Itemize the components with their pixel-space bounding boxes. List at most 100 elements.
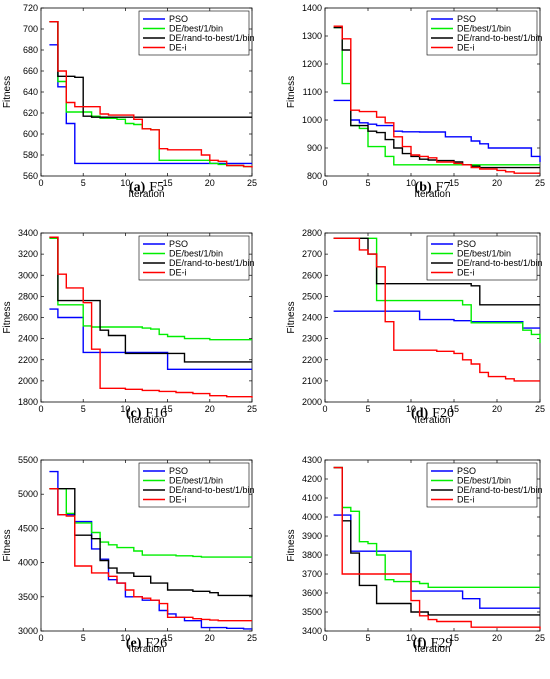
y-tick-label: 3500 — [18, 592, 38, 602]
y-tick-label: 700 — [23, 24, 38, 34]
legend-label: DE-i — [457, 43, 475, 53]
y-tick-label: 720 — [23, 3, 38, 13]
x-tick-label: 0 — [38, 178, 43, 188]
y-tick-label: 3600 — [302, 588, 322, 598]
caption-tag: (a) — [129, 180, 146, 195]
legend-label: PSO — [169, 239, 188, 249]
series-line-4 — [49, 236, 253, 398]
y-tick-label: 2600 — [18, 313, 38, 323]
series-line-3 — [49, 488, 253, 597]
series-line-4 — [49, 488, 252, 622]
y-axis-label: Fitness — [2, 301, 13, 333]
y-tick-label: 2200 — [18, 355, 38, 365]
x-axis-label: Iteration — [128, 189, 164, 200]
legend-label: DE-i — [457, 268, 475, 278]
legend-label: PSO — [457, 466, 476, 476]
x-tick-label: 20 — [492, 633, 502, 643]
series-line-1 — [333, 310, 540, 329]
legend-label: PSO — [457, 14, 476, 24]
x-tick-label: 15 — [163, 404, 173, 414]
series-line-4 — [333, 237, 540, 382]
y-axis-label: Fitness — [286, 76, 297, 108]
y-tick-label: 680 — [23, 45, 38, 55]
x-axis-label: Iteration — [128, 415, 164, 426]
x-tick-label: 0 — [38, 404, 43, 414]
legend: PSODE/best/1/binDE/rand-to-best/1/binDE-… — [138, 235, 255, 281]
x-tick-label: 20 — [205, 633, 215, 643]
caption-name: F29 — [431, 636, 453, 651]
x-tick-label: 20 — [492, 178, 502, 188]
y-tick-label: 2700 — [302, 249, 322, 259]
caption-name: F20 — [432, 406, 454, 421]
x-tick-label: 0 — [322, 404, 327, 414]
y-tick-label: 4200 — [302, 474, 322, 484]
panel-caption: (a) F5 — [129, 180, 164, 195]
legend: PSODE/best/1/binDE/rand-to-best/1/binDE-… — [426, 462, 543, 508]
y-tick-label: 2500 — [302, 291, 322, 301]
y-tick-label: 3200 — [18, 249, 38, 259]
series-line-2 — [333, 237, 541, 343]
series-line-2 — [333, 26, 540, 166]
y-tick-label: 3900 — [302, 531, 322, 541]
chart-panel-3: 0 5 10 15 20 25 1800 2000 2200 2400 2600 2800 3000 32… — [2, 228, 257, 426]
x-tick-label: 10 — [120, 633, 130, 643]
legend-label: DE/best/1/bin — [169, 24, 223, 34]
series-line-1 — [49, 308, 252, 370]
series-line-4 — [333, 25, 540, 174]
chart-panel-5: 0 5 10 15 20 25 3000 3500 4000 4500 5000 5500 Iterat… — [2, 455, 257, 655]
y-tick-label: 2000 — [302, 397, 322, 407]
caption-tag: (b) — [415, 180, 432, 195]
legend: PSODE/best/1/binDE/rand-to-best/1/binDE-… — [138, 10, 255, 56]
legend-label: DE-i — [457, 495, 475, 505]
y-tick-label: 2400 — [302, 313, 322, 323]
y-tick-label: 900 — [307, 143, 322, 153]
y-tick-label: 1300 — [302, 31, 322, 41]
y-tick-label: 580 — [23, 150, 38, 160]
panel-caption: (f) F29 — [413, 636, 453, 651]
series-line-4 — [49, 21, 253, 168]
x-tick-label: 25 — [247, 633, 257, 643]
y-tick-label: 1000 — [302, 115, 322, 125]
y-tick-label: 2800 — [302, 228, 322, 238]
y-tick-label: 4300 — [302, 455, 322, 465]
y-tick-label: 800 — [307, 171, 322, 181]
y-tick-label: 3400 — [302, 626, 322, 636]
x-tick-label: 0 — [322, 178, 327, 188]
x-tick-label: 10 — [120, 178, 130, 188]
y-axis-label: Fitness — [286, 301, 297, 333]
chart-panel-4: 0 5 10 15 20 25 2000 2100 2200 2300 2400 2500 2600 27… — [286, 228, 545, 426]
y-tick-label: 560 — [23, 171, 38, 181]
y-tick-label: 4000 — [18, 558, 38, 568]
panel-caption: (d) F20 — [411, 406, 454, 421]
series-line-3 — [49, 236, 252, 363]
caption-name: F5 — [149, 180, 164, 195]
series-line-2 — [49, 237, 252, 341]
y-tick-label: 2300 — [302, 334, 322, 344]
series-line-3 — [333, 26, 540, 169]
y-tick-label: 5000 — [18, 489, 38, 499]
legend-label: DE/best/1/bin — [169, 249, 223, 259]
x-tick-label: 25 — [247, 178, 257, 188]
x-tick-label: 15 — [449, 633, 459, 643]
x-tick-label: 10 — [406, 633, 416, 643]
legend-label: DE/best/1/bin — [457, 249, 511, 259]
y-tick-label: 4100 — [302, 493, 322, 503]
panel-caption: (b) F7 — [415, 180, 451, 195]
legend: PSODE/best/1/binDE/rand-to-best/1/binDE-… — [426, 235, 543, 281]
y-tick-label: 2200 — [302, 355, 322, 365]
legend-label: PSO — [169, 466, 188, 476]
y-tick-label: 2600 — [302, 270, 322, 280]
x-tick-label: 20 — [205, 404, 215, 414]
legend-label: DE/rand-to-best/1/bin — [169, 485, 255, 495]
y-tick-label: 3000 — [18, 626, 38, 636]
x-tick-label: 5 — [81, 404, 86, 414]
y-tick-label: 2100 — [302, 376, 322, 386]
x-tick-label: 25 — [535, 633, 545, 643]
legend-label: DE/rand-to-best/1/bin — [457, 485, 543, 495]
x-axis-label: Iteration — [414, 644, 450, 655]
caption-tag: (c) — [126, 406, 142, 421]
y-tick-label: 3700 — [302, 569, 322, 579]
y-tick-label: 640 — [23, 87, 38, 97]
x-tick-label: 25 — [535, 178, 545, 188]
x-tick-label: 5 — [365, 633, 370, 643]
